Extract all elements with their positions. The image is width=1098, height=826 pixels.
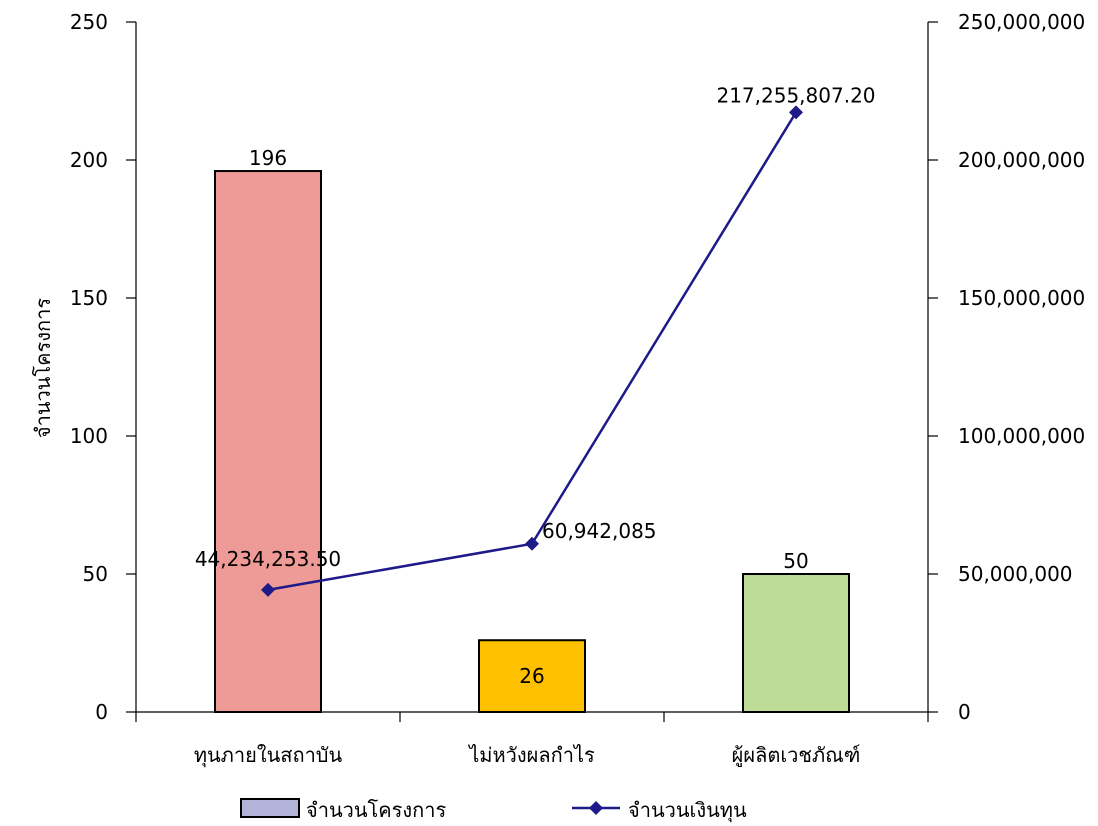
- y-right-tick-label: 200,000,000: [958, 148, 1085, 172]
- line-point-marker: [525, 536, 539, 551]
- legend-bar-swatch: [240, 798, 300, 818]
- y-left-tick-label: 150: [70, 286, 108, 310]
- y-left-tick-label: 250: [70, 10, 108, 34]
- x-category-label: ไม่หวังผลกำไร: [467, 743, 595, 767]
- y-right-tick-label: 250,000,000: [958, 10, 1085, 34]
- bar: [214, 170, 322, 714]
- y-right-tick-label: 150,000,000: [958, 286, 1085, 310]
- y-left-tick-label: 0: [95, 700, 108, 724]
- x-category-label: ผู้ผลิตเวชภัณฑ์: [732, 743, 861, 768]
- bar: [478, 639, 586, 713]
- line-point-marker: [789, 105, 803, 120]
- line-layer: [261, 105, 803, 597]
- axes-layer: 0 50 100 150 200 250 0 50,000,000 100,000,000 150…: [70, 10, 1085, 768]
- line-data-label: 217,255,807.20: [716, 83, 875, 107]
- y-left-tick-label: 200: [70, 148, 108, 172]
- bar-data-label: 50: [783, 549, 808, 573]
- y-axis-title: จำนวนโครงการ: [31, 298, 55, 438]
- y-right-tick-label: 100,000,000: [958, 424, 1085, 448]
- y-left-tick-label: 50: [83, 562, 108, 586]
- line-data-label: 44,234,253.50: [195, 547, 341, 571]
- bars-layer: [214, 170, 850, 714]
- legend-line-label: จำนวนเงินทุน: [628, 798, 747, 823]
- line-point-marker: [261, 582, 275, 597]
- legend-line-marker: [589, 801, 603, 815]
- x-category-label: ทุนภายในสถาบัน: [194, 743, 343, 768]
- legend-bar-label: จำนวนโครงการ: [306, 798, 446, 822]
- y-right-tick-label: 50,000,000: [958, 562, 1073, 586]
- labels-layer: 196 26 50 44,234,253.50 60,942,085 217,255,80…: [195, 83, 876, 688]
- legend: จำนวนโครงการ จำนวนเงินทุน: [240, 798, 747, 823]
- line-series: [267, 111, 798, 592]
- y-right-tick-label: 0: [958, 700, 971, 724]
- bar-data-label: 196: [249, 146, 287, 170]
- line-data-label: 60,942,085: [542, 519, 657, 543]
- y-left-tick-label: 100: [70, 424, 108, 448]
- bar: [742, 573, 850, 713]
- bar-data-label: 26: [519, 664, 544, 688]
